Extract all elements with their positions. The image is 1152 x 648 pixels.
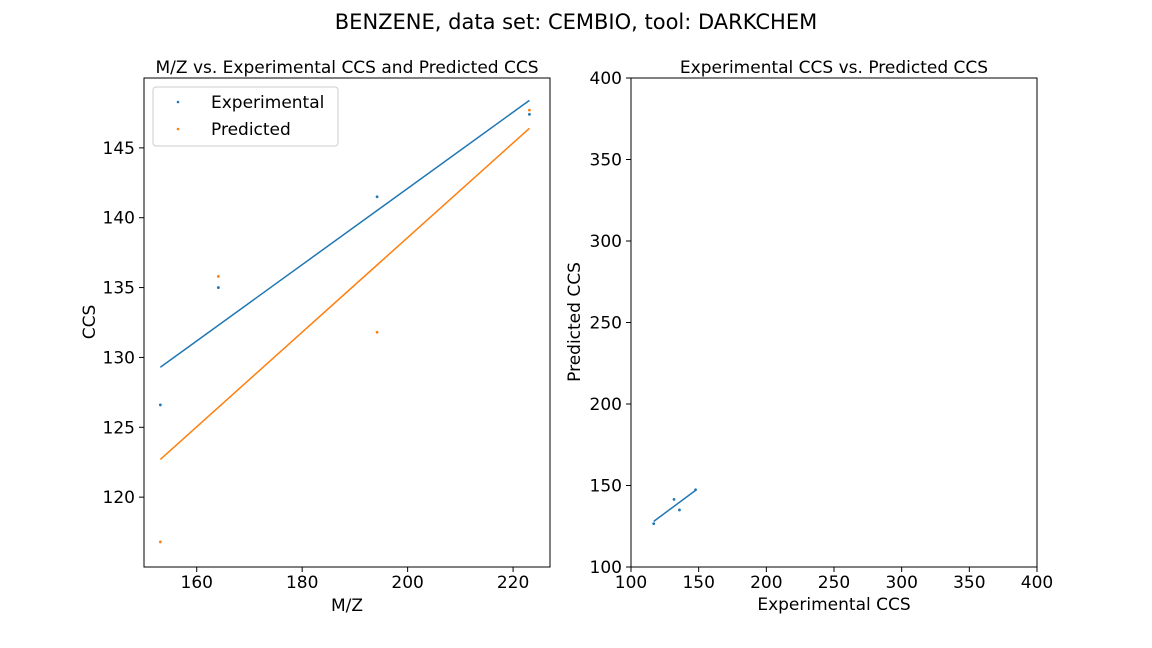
chart-right-fit-lines — [654, 490, 696, 521]
data-point-predicted — [528, 109, 531, 112]
x-tick-label: 350 — [953, 573, 985, 593]
chart-right-x-axis-label: Experimental CCS — [757, 595, 910, 615]
chart-left-x-ticks: 160 180 200 220 — [181, 567, 530, 593]
data-point-series-0 — [652, 522, 655, 525]
data-point-predicted — [217, 275, 220, 278]
chart-left-fit-lines — [160, 100, 529, 459]
chart-left-y-ticks: 120 125 130 135 140 145 — [103, 139, 144, 508]
y-tick-label: 125 — [103, 418, 135, 438]
legend-label-predicted: Predicted — [211, 120, 291, 140]
chart-left-plot-area: 160 180 200 220 120 125 130 135 140 145 — [103, 78, 550, 593]
chart-left-frame — [144, 78, 550, 567]
chart-left-legend: Experimental Predicted — [153, 87, 338, 146]
x-tick-label: 220 — [497, 573, 529, 593]
fit-line-series-0 — [654, 490, 696, 521]
y-tick-label: 150 — [590, 477, 622, 497]
figure-title: BENZENE, data set: CEMBIO, tool: DARKCHE… — [335, 10, 817, 34]
data-point-series-0 — [673, 498, 676, 501]
y-tick-label: 350 — [590, 151, 622, 171]
chart-right-x-ticks: 100 150 200 250 300 350 400 — [615, 567, 1053, 593]
y-tick-label: 300 — [590, 232, 622, 252]
data-point-experimental — [528, 113, 531, 116]
x-tick-label: 160 — [181, 573, 213, 593]
legend-label-experimental: Experimental — [211, 93, 324, 113]
y-tick-label: 145 — [103, 139, 135, 159]
x-tick-label: 250 — [818, 573, 850, 593]
x-tick-label: 150 — [682, 573, 714, 593]
data-point-experimental — [376, 195, 379, 198]
chart-right-y-ticks: 100 150 200 250 300 350 400 — [590, 69, 631, 578]
fit-line-predicted — [160, 128, 529, 459]
chart-left: M/Z vs. Experimental CCS and Predicted C… — [80, 58, 550, 616]
y-tick-label: 200 — [590, 395, 622, 415]
y-tick-label: 120 — [103, 488, 135, 508]
data-point-experimental — [217, 286, 220, 289]
data-point-series-0 — [694, 488, 697, 491]
chart-right-title: Experimental CCS vs. Predicted CCS — [680, 58, 988, 78]
chart-left-y-axis-label: CCS — [80, 305, 100, 340]
y-tick-label: 100 — [590, 558, 622, 578]
chart-left-title: M/Z vs. Experimental CCS and Predicted C… — [156, 58, 539, 78]
legend-marker-predicted — [177, 128, 180, 131]
chart-right-y-axis-label: Predicted CCS — [565, 262, 585, 382]
chart-right: Experimental CCS vs. Predicted CCS 100 15… — [565, 58, 1053, 615]
chart-right-plot-area: 100 150 200 250 300 350 400 100 150 200 250 300 350… — [590, 69, 1054, 593]
x-tick-label: 200 — [391, 573, 423, 593]
chart-left-points — [159, 109, 531, 544]
legend-marker-experimental — [177, 101, 180, 104]
y-tick-label: 250 — [590, 314, 622, 334]
chart-left-x-axis-label: M/Z — [331, 596, 363, 616]
x-tick-label: 200 — [750, 573, 782, 593]
y-tick-label: 130 — [103, 348, 135, 368]
y-tick-label: 135 — [103, 279, 135, 299]
x-tick-label: 180 — [286, 573, 318, 593]
data-point-predicted — [159, 540, 162, 543]
data-point-experimental — [159, 404, 162, 407]
y-tick-label: 400 — [590, 69, 622, 89]
x-tick-label: 300 — [885, 573, 917, 593]
data-point-series-0 — [678, 509, 681, 512]
x-tick-label: 400 — [1021, 573, 1053, 593]
data-point-predicted — [376, 331, 379, 334]
y-tick-label: 140 — [103, 209, 135, 229]
